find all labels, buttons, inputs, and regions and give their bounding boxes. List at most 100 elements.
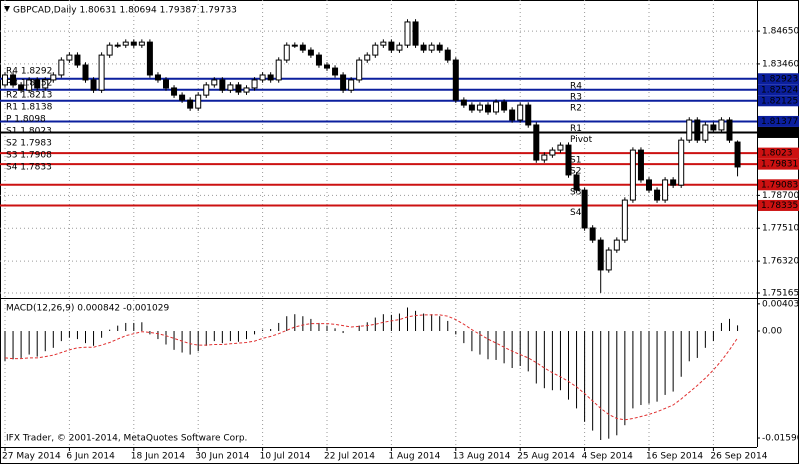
candle-body xyxy=(678,139,685,186)
candle-body xyxy=(412,21,419,46)
candle-body xyxy=(436,44,443,51)
y-tick-label: -0.015907 xyxy=(762,434,799,444)
macd-title: MACD(12,26,9) 0.000842 -0.001029 xyxy=(6,304,169,314)
candle-body xyxy=(501,101,508,111)
candle-body xyxy=(428,44,435,51)
candle-body xyxy=(694,119,701,141)
x-tick-label: 13 Aug 2014 xyxy=(453,452,511,462)
candle-body xyxy=(637,149,644,181)
candle-body xyxy=(549,149,556,156)
candle-body xyxy=(468,104,475,111)
watermark: IFX Trader, © 2001-2014, MetaQuotes Soft… xyxy=(6,434,247,444)
candle-body xyxy=(533,124,540,161)
level-price-box xyxy=(758,115,799,127)
candle-body xyxy=(227,84,234,91)
candle-body xyxy=(589,227,596,241)
level-price-label: 1.79083 xyxy=(761,180,798,190)
candle-body xyxy=(581,189,588,229)
x-tick-label: 22 Jul 2014 xyxy=(324,452,375,462)
candle-body xyxy=(195,94,202,109)
candle-body xyxy=(2,74,8,86)
level-side-label: R2 1.8213 xyxy=(6,91,52,101)
level-price-label: 1.8023 xyxy=(761,149,793,159)
level-price-label: 1.82923 xyxy=(761,74,798,84)
level-price-label: 1.82125 xyxy=(761,96,798,106)
candle-body xyxy=(235,84,242,93)
candle-body xyxy=(573,174,580,191)
x-tick-label: 27 May 2014 xyxy=(2,452,61,462)
candle-body xyxy=(444,49,451,61)
level-price-label: 1.78335 xyxy=(761,201,798,211)
x-tick-label: 10 Jul 2014 xyxy=(260,452,311,462)
x-tick-label: 4 Sep 2014 xyxy=(582,452,634,462)
level-name: S3 xyxy=(570,187,581,197)
candle-body xyxy=(396,44,403,51)
candle-body xyxy=(476,104,483,111)
level-price-box xyxy=(758,73,799,85)
candle-body xyxy=(34,79,41,89)
x-tick-label: 30 Jun 2014 xyxy=(195,452,249,462)
candle-body xyxy=(686,119,693,141)
level-price-label: 1.80978 xyxy=(761,128,798,138)
candle-body xyxy=(106,44,113,56)
level-side-label: R3 1.8252 xyxy=(6,79,52,89)
candle-body xyxy=(420,44,427,51)
candle-body xyxy=(187,99,194,109)
level-side-label: S2 1.7983 xyxy=(6,139,52,149)
y-tick-label: 1.78700 xyxy=(762,191,799,201)
x-tick-label: 6 Jun 2014 xyxy=(66,452,115,462)
y-tick-label: 1.75165 xyxy=(762,288,799,298)
candle-body xyxy=(388,41,395,51)
candle-body xyxy=(163,79,169,89)
candle-body xyxy=(726,119,733,141)
candle-body xyxy=(557,144,564,151)
candle-body xyxy=(179,94,186,101)
level-side-label: S3 1.7908 xyxy=(6,151,52,161)
candle-body xyxy=(82,64,89,81)
x-tick-label: 16 Sep 2014 xyxy=(646,452,703,462)
level-name: R2 xyxy=(570,103,582,113)
level-name: S4 xyxy=(570,208,582,218)
candle-body xyxy=(509,109,516,121)
candle-body xyxy=(646,179,652,191)
candle-body xyxy=(380,41,387,46)
candle-body xyxy=(605,249,612,271)
level-side-label: P 1.8098 xyxy=(6,115,46,125)
candle-body xyxy=(662,179,669,201)
candle-body xyxy=(122,41,129,46)
level-price-box xyxy=(758,84,799,96)
level-price-box xyxy=(758,179,799,191)
candle-body xyxy=(629,149,636,201)
candle-body xyxy=(734,141,741,168)
candle-body xyxy=(74,54,81,66)
candle-body xyxy=(332,67,339,76)
candle-body xyxy=(42,79,49,89)
candle-body xyxy=(597,239,604,271)
candle-body xyxy=(283,44,290,61)
y-tick-label: 1.84650 xyxy=(762,27,799,37)
candle-body xyxy=(702,124,709,141)
candle-body xyxy=(267,74,274,81)
candle-body xyxy=(146,41,153,76)
candle-body xyxy=(98,54,105,91)
candle-body xyxy=(654,189,661,201)
x-tick-label: 26 Sep 2014 xyxy=(710,452,767,462)
x-tick-label: 18 Jun 2014 xyxy=(131,452,185,462)
candle-body xyxy=(324,64,330,69)
level-price-label: 1.79831 xyxy=(761,160,798,170)
candle-body xyxy=(66,54,73,61)
candle-body xyxy=(315,54,322,66)
candle-body xyxy=(259,74,266,81)
candle-body xyxy=(493,101,500,113)
candle-body xyxy=(452,59,459,101)
candle-body xyxy=(541,154,548,161)
candle-body xyxy=(348,79,355,91)
candle-body xyxy=(26,79,33,91)
candle-body xyxy=(340,74,347,91)
candle-body xyxy=(219,79,226,91)
level-name: Pivot xyxy=(570,135,593,145)
level-name: R3 xyxy=(570,92,582,102)
level-price-box xyxy=(758,95,799,107)
chart-title: GBPCAD,Daily 1.80631 1.80694 1.79387 1.7… xyxy=(13,6,237,16)
